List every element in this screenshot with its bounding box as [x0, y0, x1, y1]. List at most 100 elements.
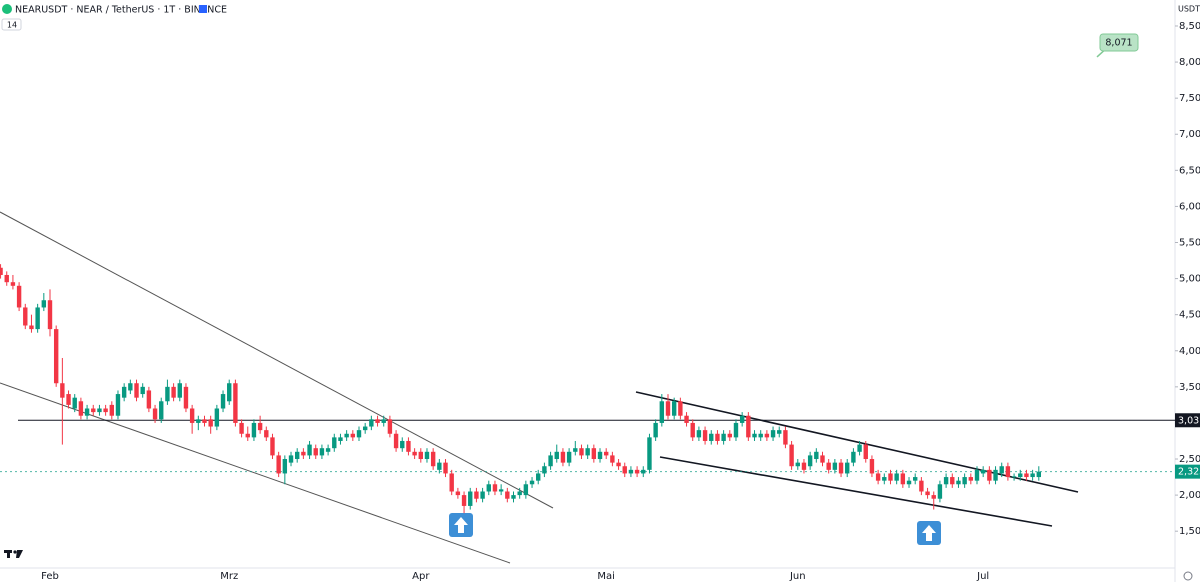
candle-body	[807, 455, 813, 467]
candle-body	[1005, 466, 1011, 478]
candle-body	[919, 480, 924, 492]
y-tick-label: 2,000	[1179, 490, 1200, 501]
candle-body	[536, 473, 541, 481]
candle-body	[47, 300, 53, 330]
candle-body	[288, 455, 294, 463]
candle-body	[838, 462, 844, 474]
candle-body	[752, 433, 757, 438]
candle-body	[257, 422, 263, 431]
candle-body	[1024, 473, 1029, 478]
candle-body	[764, 433, 770, 438]
candle-body	[84, 408, 90, 416]
candle-body	[943, 477, 949, 485]
candle-body	[171, 386, 176, 398]
candle-body	[758, 433, 763, 438]
candle-body	[412, 451, 417, 456]
candle-body	[634, 469, 640, 474]
candle-body	[931, 495, 936, 499]
candle-body	[10, 282, 16, 286]
candle-body	[109, 404, 114, 416]
candle-body	[653, 422, 658, 438]
candle-body	[597, 451, 603, 460]
price-label: 2,325	[1178, 467, 1200, 478]
candle-body	[362, 426, 368, 431]
candle-body	[863, 444, 868, 460]
candle-body	[264, 430, 269, 438]
y-tick-label: 7,500	[1179, 93, 1200, 104]
candle-body	[826, 462, 831, 470]
x-tick-label: Jun	[789, 571, 806, 582]
candle-body	[301, 451, 306, 456]
candle-body	[60, 383, 65, 398]
candle-body	[474, 491, 479, 499]
candle-body	[165, 386, 170, 402]
candle-body	[894, 473, 899, 481]
candle-body	[344, 433, 349, 438]
flag-icon[interactable]	[199, 5, 207, 13]
y-tick-label: 1,500	[1179, 526, 1200, 537]
candle-body	[78, 401, 84, 416]
candle-body	[338, 437, 343, 441]
candle-body	[523, 484, 529, 496]
candle-body	[820, 455, 825, 463]
channel-line	[635, 391, 1079, 493]
candle-body	[573, 448, 578, 452]
candle-body	[350, 433, 356, 438]
candle-body	[505, 491, 510, 499]
candle-body	[387, 419, 393, 434]
candle-body	[461, 495, 467, 506]
candle-body	[208, 419, 213, 427]
indicator-badge[interactable]	[1, 18, 22, 31]
candle-body	[610, 455, 615, 463]
candle-body	[103, 408, 108, 413]
candle-body	[993, 469, 998, 481]
logo	[4, 550, 23, 558]
candle-body	[777, 430, 782, 434]
candle-body	[702, 430, 708, 441]
candle-body	[245, 433, 250, 438]
candle-body	[393, 433, 399, 449]
candle-body	[746, 415, 751, 438]
candle-body	[974, 469, 980, 481]
y-tick-label: 7,000	[1179, 129, 1200, 140]
candle-body	[424, 451, 430, 460]
candle-body	[134, 383, 139, 398]
candle-body	[332, 437, 337, 449]
candle-body	[91, 408, 96, 413]
candle-body	[1018, 473, 1023, 478]
candle-body	[783, 430, 788, 445]
candle-body	[604, 451, 609, 456]
candle-body	[177, 383, 182, 398]
candle-body	[875, 473, 881, 481]
candle-body	[671, 401, 677, 416]
candle-body	[437, 462, 442, 470]
candle-body	[202, 419, 207, 423]
candle-body	[845, 462, 850, 474]
candle-body	[999, 466, 1004, 474]
candle-body	[455, 491, 461, 496]
candle-body	[987, 469, 992, 481]
candle-body	[381, 419, 386, 423]
candle-body	[214, 408, 220, 427]
candle-body	[647, 437, 652, 470]
candle-body	[183, 386, 189, 409]
candle-body	[115, 394, 121, 416]
candle-body	[97, 408, 102, 413]
symbol-icon	[2, 4, 12, 14]
y-tick-label: 6,000	[1179, 201, 1200, 212]
candle-body	[968, 477, 974, 481]
candle-body	[585, 448, 590, 456]
trendline	[0, 382, 511, 564]
candle-body	[950, 477, 955, 485]
candle-body	[159, 401, 164, 420]
candle-body	[189, 408, 195, 423]
settings-icon[interactable]	[1183, 571, 1193, 581]
candle-body	[325, 448, 331, 452]
candle-body	[480, 491, 485, 499]
candle-body	[554, 451, 559, 460]
candle-body	[628, 469, 634, 474]
y-tick-label: 8,500	[1179, 21, 1200, 32]
candle-body	[196, 419, 201, 423]
candle-body	[684, 415, 689, 423]
